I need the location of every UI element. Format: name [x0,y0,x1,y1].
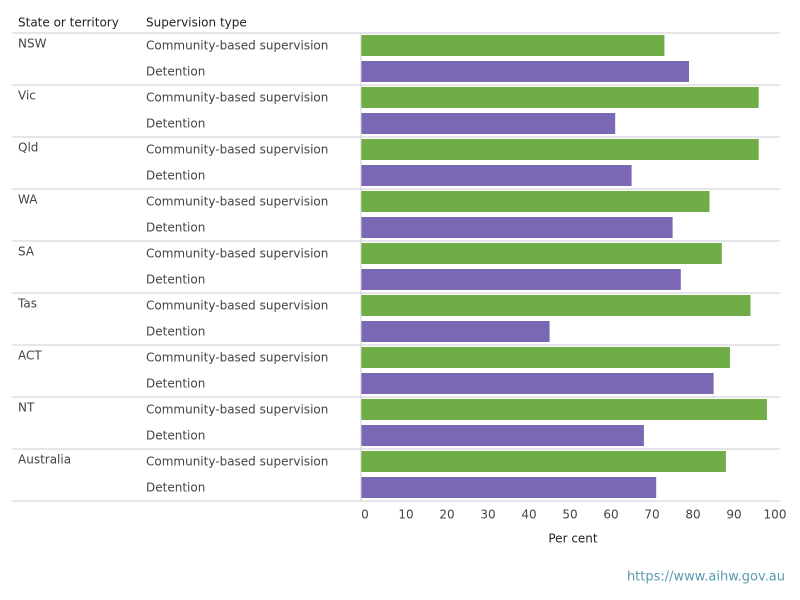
column-header: State or territory [18,16,119,30]
type-label: Detention [146,429,205,443]
row-label: ACT [18,349,42,363]
source-link[interactable]: https://www.aihw.gov.au [627,570,785,585]
x-tick-label: 60 [603,508,618,522]
type-label: Community-based supervision [146,195,328,209]
type-label: Community-based supervision [146,91,328,105]
bar [361,165,632,186]
bar [361,269,681,290]
column-header: Supervision type [146,16,247,30]
type-label: Detention [146,273,205,287]
type-label: Detention [146,117,205,131]
type-label: Community-based supervision [146,143,328,157]
type-label: Community-based supervision [146,39,328,53]
bar [361,35,665,56]
bar [361,191,710,212]
bar [361,61,689,82]
bar [361,243,722,264]
row-label: NT [18,401,35,415]
bar [361,139,759,160]
bar [361,373,714,394]
bar [361,217,673,238]
x-tick-label: 50 [562,508,577,522]
bar [361,113,616,134]
bar [361,87,759,108]
x-tick-label: 30 [480,508,495,522]
row-label: SA [18,245,35,259]
x-tick-label: 80 [685,508,700,522]
x-tick-label: 100 [764,508,787,522]
bar [361,321,550,342]
x-tick-label: 70 [644,508,659,522]
x-tick-label: 90 [726,508,741,522]
row-label: Qld [18,141,38,155]
type-label: Community-based supervision [146,455,328,469]
type-label: Detention [146,65,205,79]
type-label: Detention [146,481,205,495]
bar [361,451,726,472]
type-label: Detention [146,325,205,339]
row-label: WA [18,193,38,207]
row-label: Australia [18,453,71,467]
type-label: Community-based supervision [146,247,328,261]
type-label: Community-based supervision [146,299,328,313]
bar [361,425,644,446]
row-label: Vic [18,89,36,103]
bar [361,477,657,498]
type-label: Detention [146,221,205,235]
row-label: NSW [18,37,47,51]
bar [361,347,730,368]
x-tick-label: 10 [398,508,413,522]
type-label: Community-based supervision [146,351,328,365]
type-label: Community-based supervision [146,403,328,417]
x-tick-label: 40 [521,508,536,522]
x-tick-label: 0 [361,508,369,522]
x-tick-label: 20 [439,508,454,522]
type-label: Detention [146,169,205,183]
row-label: Tas [17,297,37,311]
type-label: Detention [146,377,205,391]
x-axis-label: Per cent [548,532,598,546]
bar [361,295,751,316]
bar [361,399,767,420]
